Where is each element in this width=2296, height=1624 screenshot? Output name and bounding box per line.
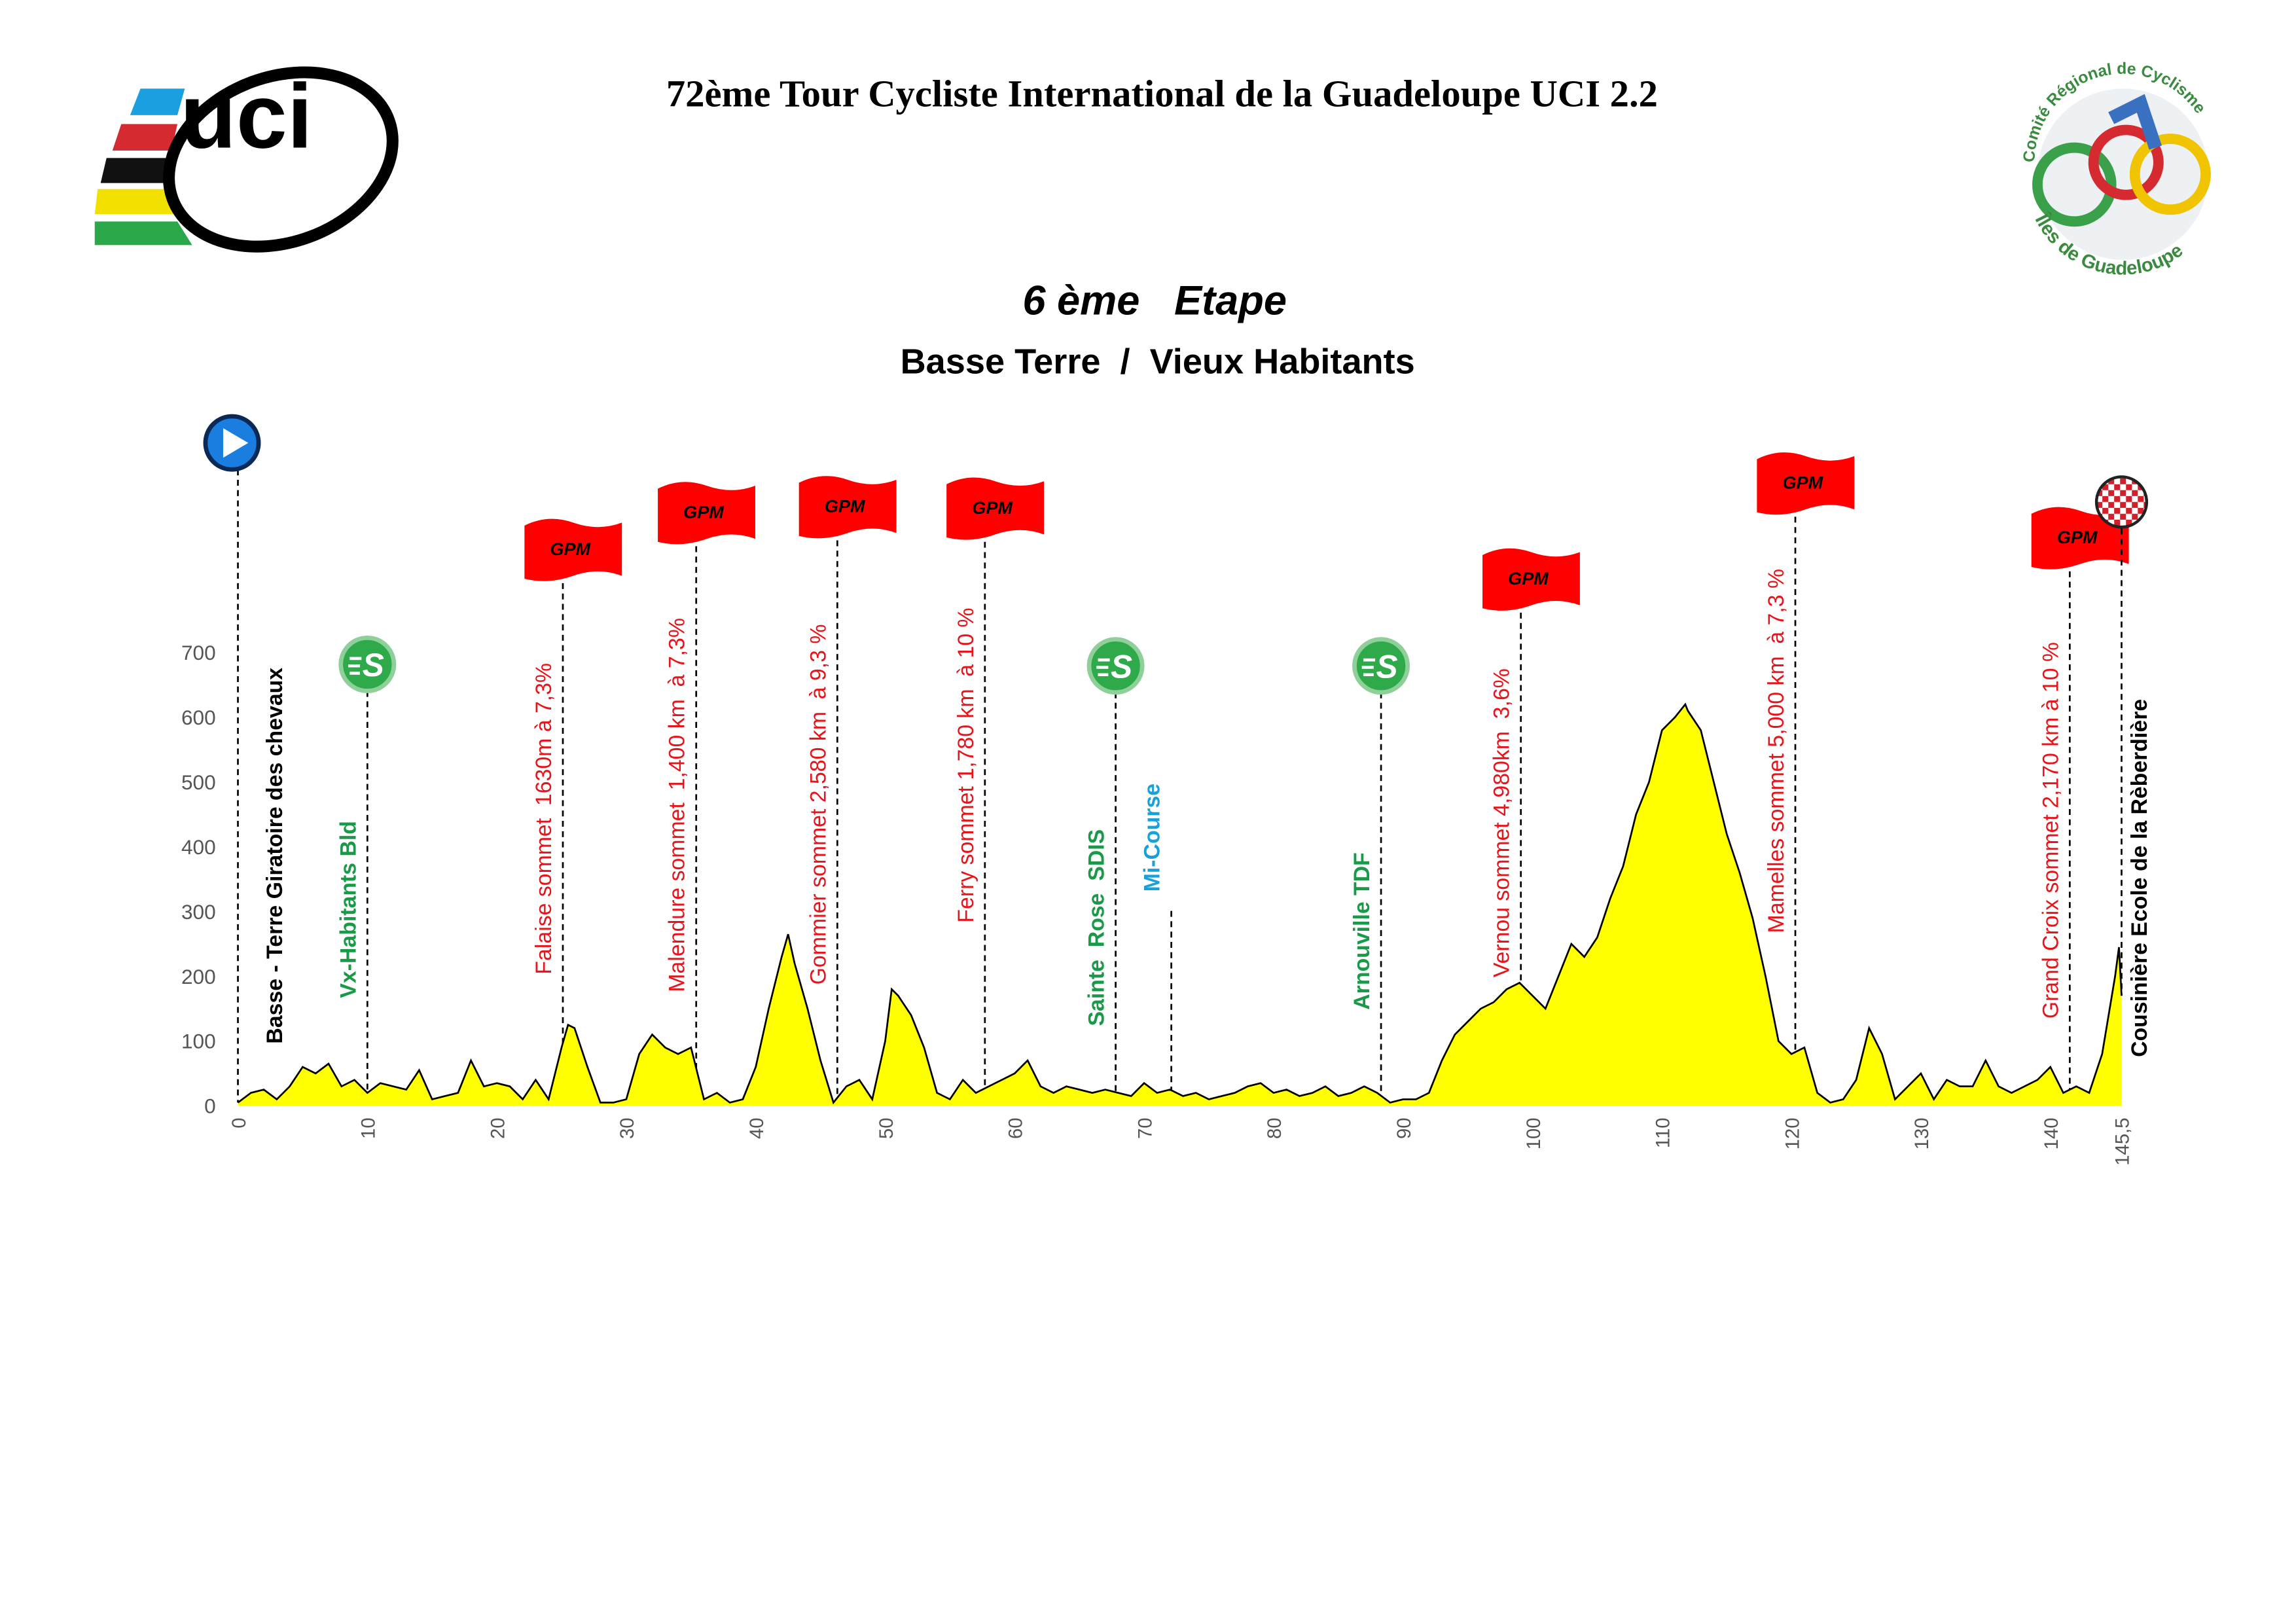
sprint-icon (338, 635, 397, 693)
marker-sprint: S (1086, 637, 1145, 695)
gpm-flag (798, 476, 897, 539)
x-tick-label: 0 (228, 1117, 250, 1128)
marker-label: Falaise sommet 1630m à 7,3% (531, 663, 556, 975)
gpm-label: GPM (972, 498, 1013, 518)
y-tick-label: 300 (181, 900, 216, 924)
y-tick-label: 700 (181, 641, 216, 664)
x-tick-label: 90 (1393, 1117, 1415, 1139)
x-tick-label: 130 (1911, 1117, 1933, 1149)
x-tick-label: 40 (746, 1117, 768, 1139)
x-tick-label: 100 (1523, 1117, 1545, 1149)
y-tick-label: 400 (181, 835, 216, 859)
gpm-label: GPM (2057, 528, 2098, 547)
marker-sprint: S (1352, 637, 1410, 695)
gpm-flag (1482, 548, 1580, 611)
y-tick-label: 500 (181, 770, 216, 794)
sprint-lines (1361, 658, 1376, 676)
marker-label: Basse - Terre Giratoire des chevaux (262, 668, 287, 1044)
marker-finish (2094, 475, 2149, 529)
sprint-lines (1096, 658, 1110, 676)
sprint-icon (1086, 637, 1145, 695)
marker-gpm: GPM (946, 477, 1045, 540)
marker-start (203, 414, 261, 472)
x-tick-label: 145,5 (2112, 1117, 2134, 1165)
gpm-flag (2031, 507, 2129, 569)
marker-sprint: S (338, 635, 397, 693)
marker-label: Arnouville TDF (1350, 852, 1374, 1010)
route: Basse Terre / Vieux Habitants (901, 342, 1415, 382)
x-tick-label: 50 (876, 1117, 897, 1139)
start-arrow (223, 428, 249, 458)
gpm-flag (946, 477, 1045, 540)
marker-label: Malendure sommet 1,400 km à 7,3% (665, 618, 690, 992)
marker-gpm: GPM (524, 518, 622, 581)
y-tick-label: 0 (204, 1094, 216, 1118)
gpm-flag (658, 482, 755, 545)
sprint-letter: S (1376, 648, 1398, 685)
finish-icon (2094, 475, 2149, 529)
uci-logo: uci (94, 65, 399, 253)
y-tick-label: 200 (181, 965, 216, 988)
marker-gpm: GPM (1482, 548, 1580, 611)
marker-gpm: GPM (1757, 452, 1855, 515)
gpm-flag (524, 518, 622, 581)
gpm-flag (1757, 452, 1855, 515)
x-tick-label: 140 (2041, 1117, 2062, 1149)
regional-logo: Comité Régional de Cyclisme Îles de Guad… (2020, 60, 2211, 280)
gpm-label: GPM (550, 539, 590, 559)
x-tick-label: 10 (358, 1117, 380, 1139)
title: 72ème Tour Cycliste International de la … (666, 72, 1658, 115)
x-tick-label: 110 (1653, 1117, 1674, 1148)
sprint-lines (348, 657, 362, 675)
marker-label: Mamelles sommet 5,000 km à 7,3 % (1764, 569, 1789, 933)
marker-label: Vernou sommet 4,980km 3,6% (1490, 668, 1515, 977)
sprint-letter: S (1111, 648, 1132, 685)
x-tick-label: 20 (487, 1117, 509, 1139)
marker-label: Sainte Rose SDIS (1085, 829, 1109, 1026)
x-tick-label: 70 (1134, 1117, 1156, 1139)
gpm-label: GPM (1782, 473, 1823, 493)
y-tick-label: 600 (181, 706, 216, 729)
stage: 6 ème Etape (1022, 278, 1287, 323)
profile-fill (238, 704, 2122, 1106)
marker-label: Mi-Course (1140, 784, 1165, 892)
x-tick-label: 120 (1782, 1117, 1803, 1149)
marker-gpm: GPM (658, 482, 755, 545)
x-tick-label: 30 (617, 1117, 638, 1139)
gpm-label: GPM (1508, 569, 1549, 588)
marker-label: Ferry sommet 1,780 km à 10 % (954, 607, 978, 922)
marker-label: Grand Croix sommet 2,170 km à 10 % (2038, 642, 2063, 1019)
marker-label: Cousinière Ecole de la Rèberdière (2127, 699, 2152, 1057)
x-tick-label: 80 (1264, 1117, 1285, 1139)
x-tick-label: 60 (1005, 1117, 1027, 1139)
sprint-letter: S (363, 647, 384, 683)
marker-gpm: GPM (798, 476, 897, 539)
profile-line (237, 702, 2123, 1105)
marker-label: Gommier sommet 2,580 km à 9,3 % (806, 624, 831, 985)
sprint-icon (1352, 637, 1410, 695)
y-tick-label: 100 (181, 1030, 216, 1053)
gpm-label: GPM (825, 497, 865, 516)
gpm-label: GPM (683, 503, 724, 522)
uci-text: uci (181, 65, 313, 168)
marker-gpm: GPM (2031, 507, 2129, 569)
marker-label: Vx-Habitants Bld (336, 821, 361, 998)
